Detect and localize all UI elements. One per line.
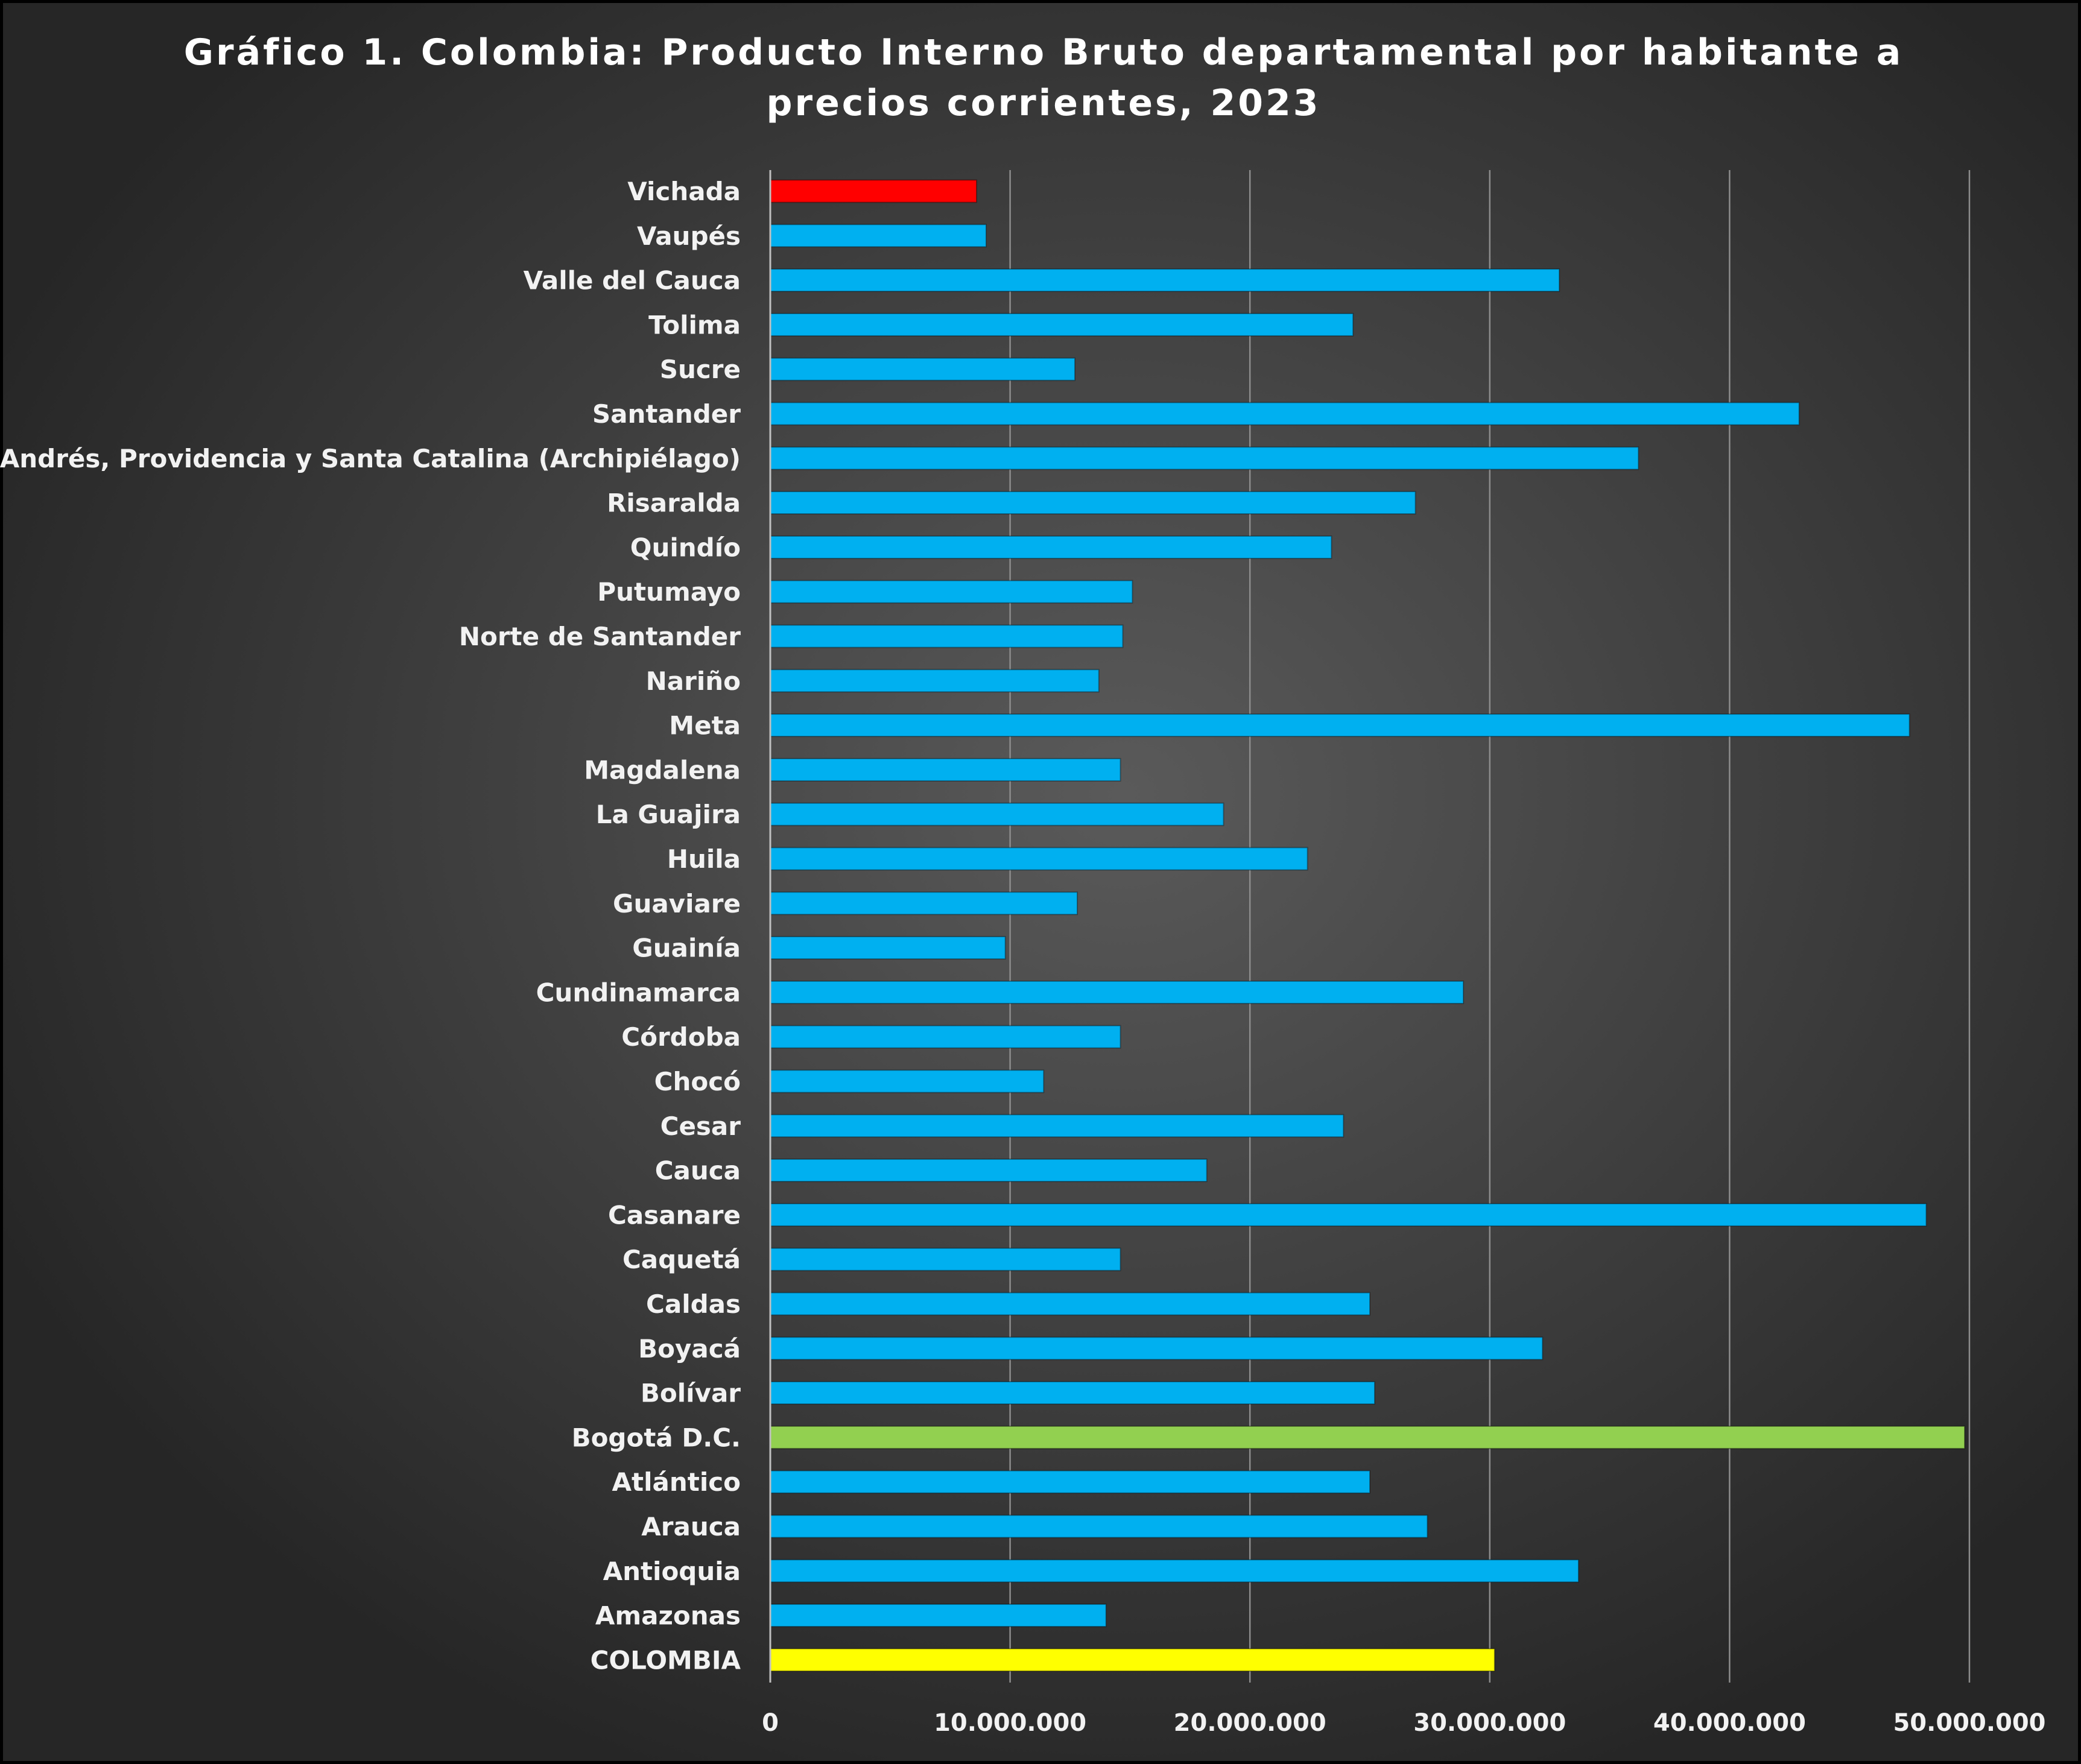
category-label-vichada: Vichada xyxy=(627,177,741,206)
bar-cordoba xyxy=(770,1025,1121,1049)
bar-huila xyxy=(770,847,1308,871)
category-label-quindio: Quindío xyxy=(630,533,741,562)
bar-santander xyxy=(770,402,1800,426)
bar-boyaca xyxy=(770,1336,1544,1361)
category-label-guainia: Guainía xyxy=(632,934,741,963)
category-label-cordoba: Córdoba xyxy=(621,1022,741,1052)
x-tick-label: 10.000.000 xyxy=(934,1709,1086,1737)
category-label-huila: Huila xyxy=(667,844,741,874)
bar-atlantico xyxy=(770,1470,1370,1494)
bar-magdalena xyxy=(770,757,1121,782)
bar-la-guajira xyxy=(770,802,1224,826)
bar-narino xyxy=(770,669,1100,693)
category-label-magdalena: Magdalena xyxy=(584,755,741,785)
bar-antioquia xyxy=(770,1559,1579,1583)
bar-bolivar xyxy=(770,1381,1375,1405)
category-label-cauca: Cauca xyxy=(655,1156,741,1186)
bar-quindio xyxy=(770,535,1332,559)
category-label-bolivar: Bolívar xyxy=(641,1379,741,1408)
category-label-santander: Santander xyxy=(592,399,741,429)
category-label-casanare: Casanare xyxy=(608,1200,741,1230)
category-label-la-guajira: La Guajira xyxy=(596,800,741,829)
bar-sucre xyxy=(770,357,1075,381)
gridlines xyxy=(1009,170,1971,1683)
category-label-sucre: Sucre xyxy=(660,355,741,384)
category-label-caqueta: Caquetá xyxy=(622,1245,741,1274)
bars xyxy=(770,179,1966,1672)
bar-colombia xyxy=(770,1648,1495,1672)
category-label-cesar: Cesar xyxy=(660,1111,741,1141)
category-label-narino: Nariño xyxy=(646,666,741,696)
category-label-antioquia: Antioquia xyxy=(603,1557,741,1586)
category-label-vaupes: Vaupés xyxy=(637,221,741,251)
category-label-amazonas: Amazonas xyxy=(595,1601,741,1631)
category-label-tolima: Tolima xyxy=(648,310,741,340)
bar-san-andres-providencia-y-santa-catalina-archipielago xyxy=(770,446,1639,470)
bar-arauca xyxy=(770,1514,1428,1538)
x-tick-label: 50.000.000 xyxy=(1893,1709,2045,1737)
bar-valle-del-cauca xyxy=(770,268,1560,292)
bar-tolima xyxy=(770,312,1354,337)
bar-choco xyxy=(770,1069,1045,1093)
bar-bogota-d-c xyxy=(770,1425,1966,1449)
x-tick-label: 30.000.000 xyxy=(1413,1709,1566,1737)
bar-caqueta xyxy=(770,1247,1121,1271)
category-label-san-andres-providencia-y-santa-catalina-archipielago: San Andrés, Providencia y Santa Catalina… xyxy=(0,444,741,473)
chart-title-line-2: precios corrientes, 2023 xyxy=(766,82,1321,124)
bar-putumayo xyxy=(770,580,1133,604)
bar-vaupes xyxy=(770,224,987,248)
category-label-caldas: Caldas xyxy=(646,1289,741,1319)
bar-guaviare xyxy=(770,891,1078,915)
category-labels: Vichada Vaupés Valle del Cauca Tolima Sucre S… xyxy=(0,177,741,1675)
chart-title: Gráfico 1. Colombia: Producto Interno Br… xyxy=(3,27,2081,128)
x-tick-label: 0 xyxy=(762,1709,779,1737)
category-label-boyaca: Boyacá xyxy=(638,1334,741,1364)
bar-casanare xyxy=(770,1203,1927,1227)
category-label-meta: Meta xyxy=(669,711,741,741)
bar-caldas xyxy=(770,1292,1370,1316)
bar-cesar xyxy=(770,1114,1345,1138)
category-label-cundinamarca: Cundinamarca xyxy=(536,978,741,1007)
category-label-colombia: COLOMBIA xyxy=(591,1645,741,1675)
category-label-guaviare: Guaviare xyxy=(613,889,741,918)
category-label-arauca: Arauca xyxy=(641,1512,741,1541)
category-label-choco: Chocó xyxy=(654,1067,741,1096)
bar-amazonas xyxy=(770,1604,1107,1628)
bar-norte-de-santander xyxy=(770,624,1124,648)
bar-risaralda xyxy=(770,491,1416,515)
chart-title-line-1: Gráfico 1. Colombia: Producto Interno Br… xyxy=(183,31,1904,74)
x-axis-tick-labels: 0 10.000.000 20.000.000 30.000.000 40.000.00… xyxy=(762,1709,2045,1737)
category-label-valle-del-cauca: Valle del Cauca xyxy=(524,266,741,296)
category-label-bogota-d-c: Bogotá D.C. xyxy=(572,1423,741,1452)
bar-cauca xyxy=(770,1159,1208,1183)
category-label-norte-de-santander: Norte de Santander xyxy=(459,622,741,651)
category-label-risaralda: Risaralda xyxy=(607,488,741,518)
x-tick-label: 40.000.000 xyxy=(1653,1709,1806,1737)
bar-cundinamarca xyxy=(770,980,1465,1004)
category-label-atlantico: Atlántico xyxy=(612,1467,741,1497)
bar-meta xyxy=(770,713,1910,738)
bar-guainia xyxy=(770,936,1006,960)
bar-vichada xyxy=(770,179,977,203)
category-label-putumayo: Putumayo xyxy=(597,577,741,607)
x-tick-label: 20.000.000 xyxy=(1174,1709,1326,1737)
